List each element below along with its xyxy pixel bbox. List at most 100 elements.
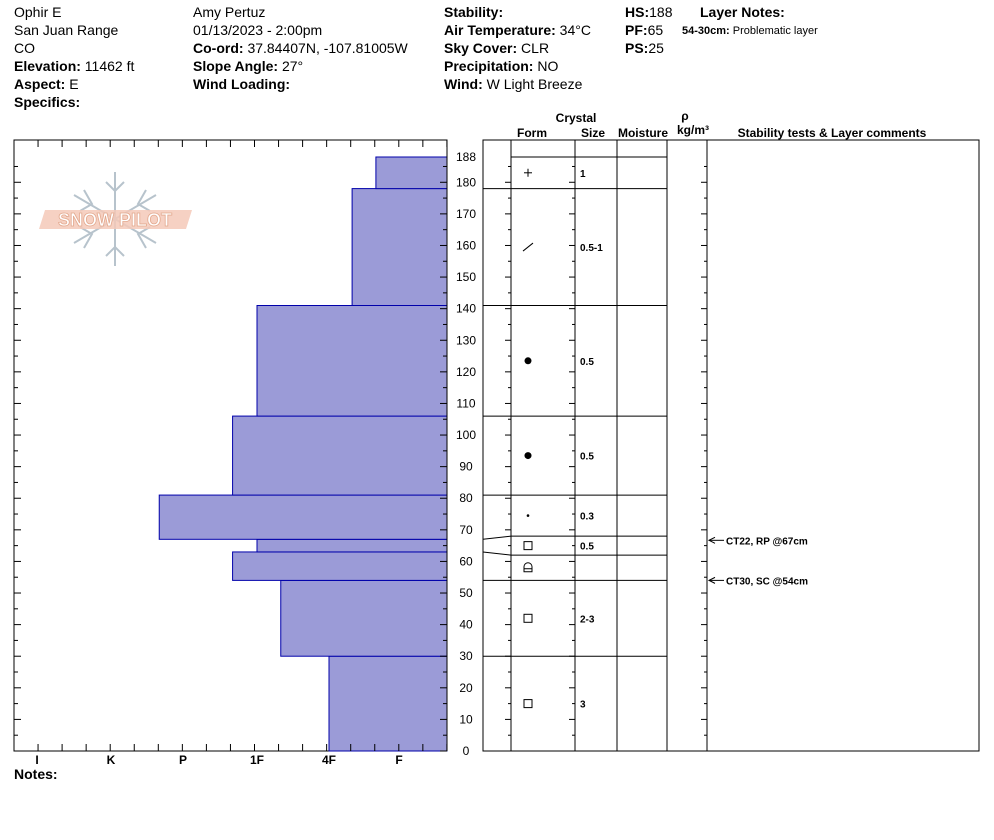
hs: HS:188 [625, 3, 672, 21]
layer-size-label: 3 [580, 700, 586, 711]
depth-tick-label: 180 [456, 175, 476, 189]
plus-icon [524, 168, 532, 177]
layer-size-label: 2-3 [580, 614, 595, 625]
mountain-range: San Juan Range [14, 22, 119, 38]
wind-value: W Light Breeze [486, 76, 583, 92]
hardness-bar-1 [280, 579, 448, 657]
hardness-label-1F: 1F [250, 753, 264, 767]
depth-axis: 0 10 20 30 40 50 60 70 80 90 100 110 120 130 140 150 160… [14, 140, 476, 758]
layer-rows: 1 0.5-1 0.5 0.5 0.3 0.5 2-3 3 [482, 156, 667, 711]
depth-tick-label: 10 [459, 712, 473, 726]
aspect-value: E [69, 76, 79, 92]
density-unit-header: kg/m³ [677, 123, 709, 137]
hs-label: HS: [625, 4, 650, 20]
dot-icon [524, 452, 532, 460]
precip-label: Precipitation: [444, 58, 534, 74]
sky-label: Sky Cover: [444, 40, 518, 56]
slope-angle: Slope Angle: 27° [193, 57, 408, 75]
slope-label: Slope Angle: [193, 58, 279, 74]
elevation-value: 11462 ft [84, 58, 135, 74]
hardness-bar-3 [256, 538, 448, 553]
datetime: 01/13/2023 - 2:00pm [193, 22, 323, 38]
slash-icon [522, 242, 534, 252]
air-temp-value: 34°C [559, 22, 591, 38]
depth-tick-label: 0 [463, 744, 470, 758]
precip-value: NO [537, 58, 559, 74]
hardness-label-F: F [395, 753, 402, 767]
sky-value: CLR [521, 40, 550, 56]
layer-note-text: Problematic layer [732, 25, 818, 37]
layer-connector [482, 551, 512, 556]
layer-size-label: 0.5 [580, 357, 594, 368]
arrow-head-icon [707, 536, 716, 544]
air-temp-label: Air Temperature: [444, 22, 556, 38]
hardness-bar-0 [328, 655, 448, 752]
layer-size-label: 1 [580, 169, 586, 180]
layer-size-label: 0.5-1 [580, 243, 603, 254]
sky-cover: Sky Cover: CLR [444, 39, 591, 57]
depth-tick-label: 150 [456, 270, 476, 284]
pf: PF:65 [625, 21, 672, 39]
small-dot-icon [526, 514, 530, 517]
layer-notes-label: Layer Notes: [700, 4, 785, 20]
coordinates: Co-ord: 37.84407N, -107.81005W [193, 39, 408, 57]
stability-header: Stability tests & Layer comments [738, 126, 927, 140]
wind-label: Wind: [444, 76, 483, 92]
depth-tick-label: 60 [459, 554, 473, 568]
hardness-bar-5 [232, 415, 448, 496]
pf-value: 65 [647, 22, 664, 38]
stability-tests: CT22, RP @67cm CT30, SC @54cm [707, 536, 808, 587]
aspect-label: Aspect: [14, 76, 66, 92]
depth-tick-label: 20 [459, 681, 473, 695]
depth-tick-label: 188 [456, 150, 476, 164]
aspect: Aspect: E [14, 75, 134, 93]
depth-tick-label: 90 [459, 460, 473, 474]
depth-tick-label: 120 [456, 365, 476, 379]
depth-tick-label: 140 [456, 302, 476, 316]
location-name: Ophir E [14, 4, 62, 20]
square-icon [523, 613, 533, 623]
depth-tick-label: 30 [459, 649, 473, 663]
depth-tick-label: 50 [459, 586, 473, 600]
air-temperature: Air Temperature: 34°C [444, 21, 591, 39]
specifics-label: Specifics: [14, 94, 81, 110]
arrow-head-icon [707, 576, 716, 584]
stability-test-label: CT30, SC @54cm [726, 576, 808, 587]
depth-tick-label: 110 [456, 396, 475, 410]
hardness-label-P: P [179, 753, 187, 767]
hardness-label-I: I [35, 753, 38, 767]
hardness-bar-4 [158, 494, 448, 540]
ps: PS:25 [625, 39, 672, 57]
coord-label: Co-ord: [193, 40, 244, 56]
depth-tick-label: 100 [456, 428, 476, 442]
layer-size-label: 0.5 [580, 452, 594, 463]
logo-text: SNOW PILOT [58, 210, 172, 230]
hardness-bar-7 [351, 188, 448, 307]
hardness-axis-labels: I K P 1F 4F F [35, 753, 402, 767]
layer-size-label: 0.3 [580, 512, 594, 523]
depth-tick-label: 170 [456, 207, 476, 221]
wind: Wind: W Light Breeze [444, 75, 591, 93]
pf-label: PF: [625, 22, 648, 38]
state: CO [14, 40, 35, 56]
size-header: Size [581, 126, 605, 140]
depth-tick-label: 80 [459, 491, 473, 505]
square-icon [523, 541, 533, 551]
hardness-label-K: K [107, 753, 116, 767]
hardness-bar-6 [256, 305, 448, 417]
layer-connector [482, 535, 512, 540]
layer-note-range: 54-30cm: [682, 25, 730, 37]
hardness-label-4F: 4F [322, 753, 336, 767]
crystal-header: Crystal [556, 111, 597, 125]
snowpilot-logo: SNOW PILOT [39, 172, 192, 266]
moisture-header: Moisture [618, 126, 668, 140]
layer-size-label: 0.5 [580, 542, 594, 553]
stability-test-label: CT22, RP @67cm [726, 536, 808, 547]
ps-value: 25 [648, 40, 664, 56]
form-header: Form [517, 126, 547, 140]
observer: Amy Pertuz [193, 4, 266, 20]
layer-table-frame [482, 139, 980, 752]
slope-value: 27° [281, 58, 304, 74]
rho-header: ρ [681, 109, 688, 123]
